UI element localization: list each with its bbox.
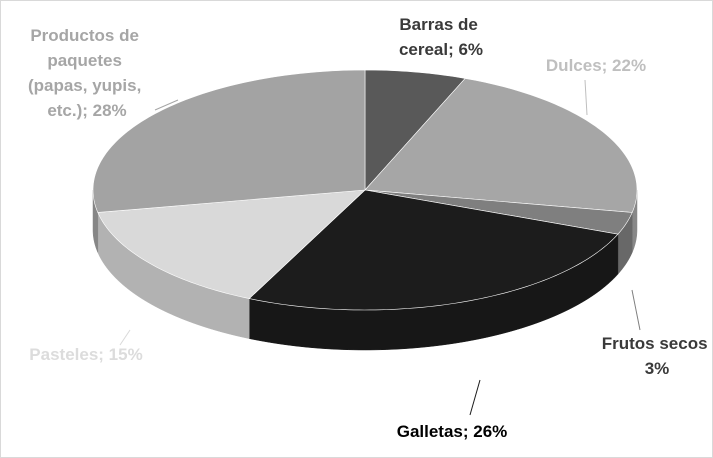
data-label: Galletas; 26% <box>397 422 508 441</box>
leader-line <box>119 329 131 346</box>
slice <box>97 189 366 299</box>
data-label: Dulces; 22% <box>546 56 646 75</box>
slice <box>92 69 366 213</box>
slice <box>248 189 619 311</box>
data-label: Pasteles; 15% <box>29 345 142 364</box>
data-label: Barras de cereal; 6% <box>399 15 483 59</box>
leader-line <box>584 79 588 116</box>
pie-tops <box>92 69 638 311</box>
leader-line <box>631 289 641 331</box>
leader-line <box>154 99 179 111</box>
data-label: Productos de paquetes (papas, yupis, etc… <box>28 26 146 120</box>
data-label: Frutos secos 3% <box>602 334 713 378</box>
leader-line <box>469 379 481 416</box>
slice <box>364 189 633 235</box>
slice <box>364 69 466 191</box>
labels: Barras de cereal; 6% Dulces; 22% Frutos se… <box>28 15 712 441</box>
slice <box>364 78 638 213</box>
